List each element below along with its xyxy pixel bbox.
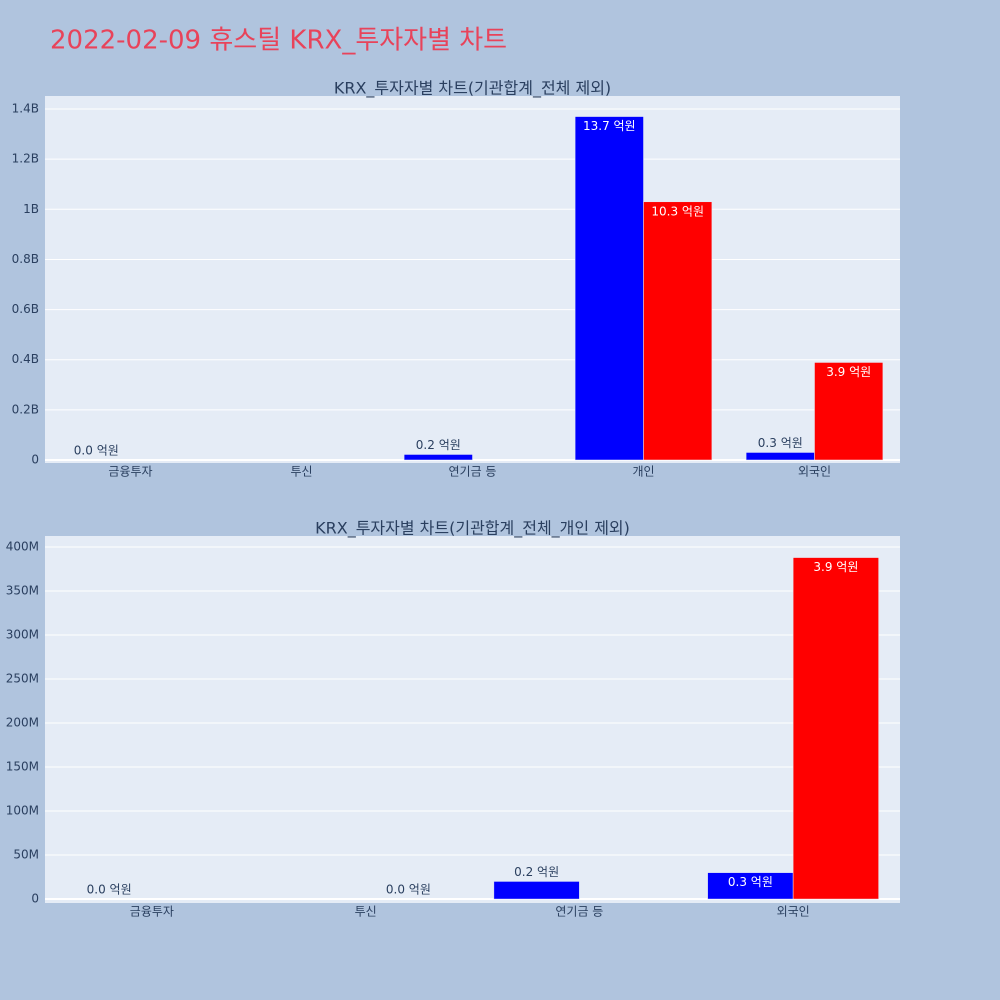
x-tick-label: 금융투자 — [108, 465, 152, 479]
bar — [574, 116, 644, 461]
y-tick-label: 350M — [6, 584, 39, 598]
value-label: 0.2 억원 — [416, 438, 461, 452]
value-label: 3.9 억원 — [813, 560, 858, 574]
x-tick-label: 외국인 — [798, 465, 831, 479]
x-tick-label: 연기금 등 — [555, 905, 603, 919]
page-title: 2022-02-09 휴스틸 KRX_투자자별 차트 — [50, 26, 507, 56]
subplot-title: KRX_투자자별 차트(기관합계_전체_개인 제외) — [315, 519, 630, 539]
x-tick-label: 투신 — [290, 465, 312, 479]
plot-area — [45, 536, 900, 903]
x-tick-label: 외국인 — [777, 905, 810, 919]
x-tick-label: 연기금 등 — [449, 465, 497, 479]
y-tick-label: 1.2B — [12, 152, 39, 166]
y-tick-label: 50M — [13, 848, 39, 862]
value-label: 0.3 억원 — [728, 875, 773, 889]
y-tick-label: 0.4B — [12, 352, 39, 366]
x-tick-label: 금융투자 — [130, 905, 174, 919]
bar — [792, 557, 879, 900]
bar — [493, 881, 580, 900]
value-label: 3.9 억원 — [826, 365, 871, 379]
plot-area — [45, 96, 900, 463]
y-tick-label: 0.6B — [12, 302, 39, 316]
value-label: 0.0 억원 — [87, 883, 132, 897]
value-label: 0.3 억원 — [758, 436, 803, 450]
bar — [745, 452, 815, 461]
y-tick-label: 150M — [6, 760, 39, 774]
y-tick-label: 0 — [31, 892, 39, 906]
y-tick-label: 250M — [6, 672, 39, 686]
y-tick-label: 1B — [23, 202, 39, 216]
subplot-title: KRX_투자자별 차트(기관합계_전체 제외) — [334, 79, 611, 99]
y-tick-label: 0.2B — [12, 402, 39, 416]
y-tick-label: 1.4B — [12, 102, 39, 116]
bar — [707, 872, 794, 900]
value-label: 0.0 억원 — [386, 883, 431, 897]
x-tick-label: 투신 — [355, 905, 377, 919]
y-tick-label: 300M — [6, 628, 39, 642]
value-label: 0.0 억원 — [74, 443, 119, 457]
y-tick-label: 100M — [6, 804, 39, 818]
value-label: 10.3 억원 — [651, 204, 704, 218]
x-tick-label: 개인 — [632, 465, 654, 479]
y-tick-label: 200M — [6, 716, 39, 730]
y-tick-label: 0.8B — [12, 252, 39, 266]
value-label: 0.2 억원 — [514, 865, 559, 879]
bar — [814, 362, 884, 461]
bar — [643, 201, 713, 461]
value-label: 13.7 억원 — [583, 119, 636, 133]
bar — [403, 454, 473, 461]
y-tick-label: 0 — [31, 452, 39, 466]
y-tick-label: 400M — [6, 540, 39, 554]
